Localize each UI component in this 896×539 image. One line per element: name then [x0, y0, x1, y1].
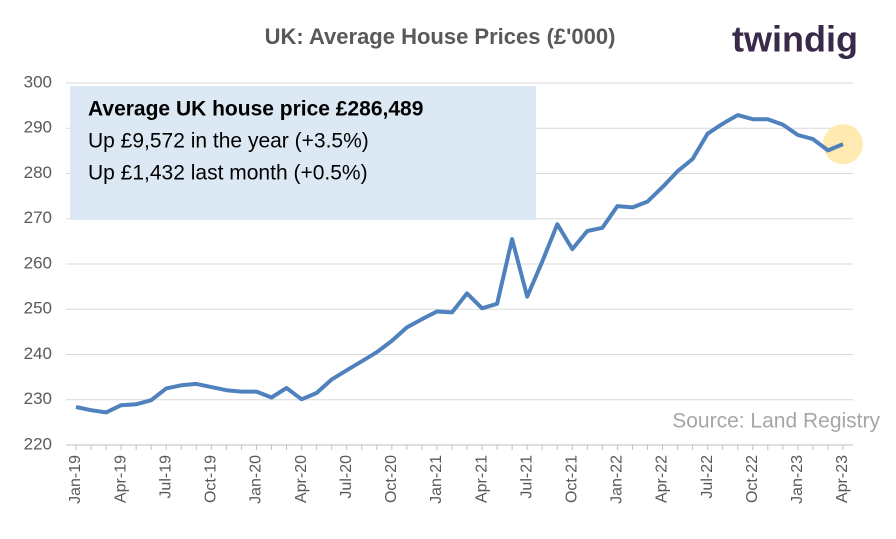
y-tick-label: 240: [24, 344, 52, 363]
x-tick-label: Apr-19: [112, 455, 129, 503]
y-tick-label: 270: [24, 208, 52, 227]
info-line: Up £1,432 last month (+0.5%): [88, 162, 368, 185]
x-tick-label: Jul-22: [699, 455, 716, 499]
y-tick-label: 230: [24, 389, 52, 408]
x-tick-label: Oct-21: [564, 455, 581, 503]
chart-title: UK: Average House Prices (£'000): [265, 24, 616, 49]
x-tick-label: Jan-21: [428, 455, 445, 504]
x-tick-label: Apr-21: [473, 455, 490, 503]
y-tick-label: 290: [24, 118, 52, 137]
y-tick-label: 260: [24, 253, 52, 272]
highlight: [823, 124, 863, 165]
x-tick-label: Oct-20: [383, 455, 400, 503]
x-tick-label: Apr-22: [654, 455, 671, 503]
brand-logo: twindig: [732, 19, 858, 60]
y-tick-label: 220: [24, 434, 52, 453]
x-tick-label: Oct-22: [744, 455, 761, 503]
x-tick-label: Jul-21: [518, 455, 535, 499]
y-tick-label: 300: [24, 72, 52, 91]
y-tick-label: 250: [24, 299, 52, 318]
x-tick-label: Jan-19: [67, 455, 84, 504]
info-box: [70, 86, 536, 220]
x-tick-label: Jul-20: [338, 455, 355, 499]
x-tick-label: Jan-20: [248, 455, 265, 504]
x-tick-label: Oct-19: [203, 455, 220, 503]
info-line: Up £9,572 in the year (+3.5%): [88, 130, 369, 153]
x-tick-label: Jul-19: [157, 455, 174, 499]
source-note: Source: Land Registry: [672, 410, 880, 433]
x-tick-label: Jan-22: [609, 455, 626, 504]
line: [75, 113, 844, 415]
y-tick-label: 280: [24, 163, 52, 182]
x-tick-label: Apr-20: [293, 455, 310, 503]
info-headline: Average UK house price £286,489: [88, 98, 423, 121]
x-tick-label: Apr-23: [834, 455, 851, 503]
x-tick-label: Jan-23: [789, 455, 806, 504]
